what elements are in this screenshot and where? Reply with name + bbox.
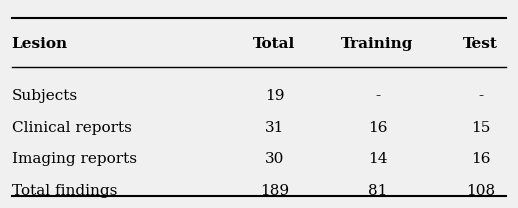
Text: Lesion: Lesion — [12, 37, 68, 52]
Text: 16: 16 — [471, 152, 491, 166]
Text: 19: 19 — [265, 89, 284, 103]
Text: Clinical reports: Clinical reports — [12, 121, 132, 135]
Text: 30: 30 — [265, 152, 284, 166]
Text: Subjects: Subjects — [12, 89, 78, 103]
Text: Training: Training — [341, 37, 414, 52]
Text: 31: 31 — [265, 121, 284, 135]
Text: 81: 81 — [368, 184, 387, 198]
Text: 16: 16 — [368, 121, 387, 135]
Text: -: - — [478, 89, 483, 103]
Text: 108: 108 — [466, 184, 495, 198]
Text: Total findings: Total findings — [12, 184, 117, 198]
Text: 189: 189 — [260, 184, 289, 198]
Text: Test: Test — [463, 37, 498, 52]
Text: 14: 14 — [368, 152, 387, 166]
Text: Total: Total — [253, 37, 296, 52]
Text: -: - — [375, 89, 380, 103]
Text: 15: 15 — [471, 121, 490, 135]
Text: Imaging reports: Imaging reports — [12, 152, 137, 166]
